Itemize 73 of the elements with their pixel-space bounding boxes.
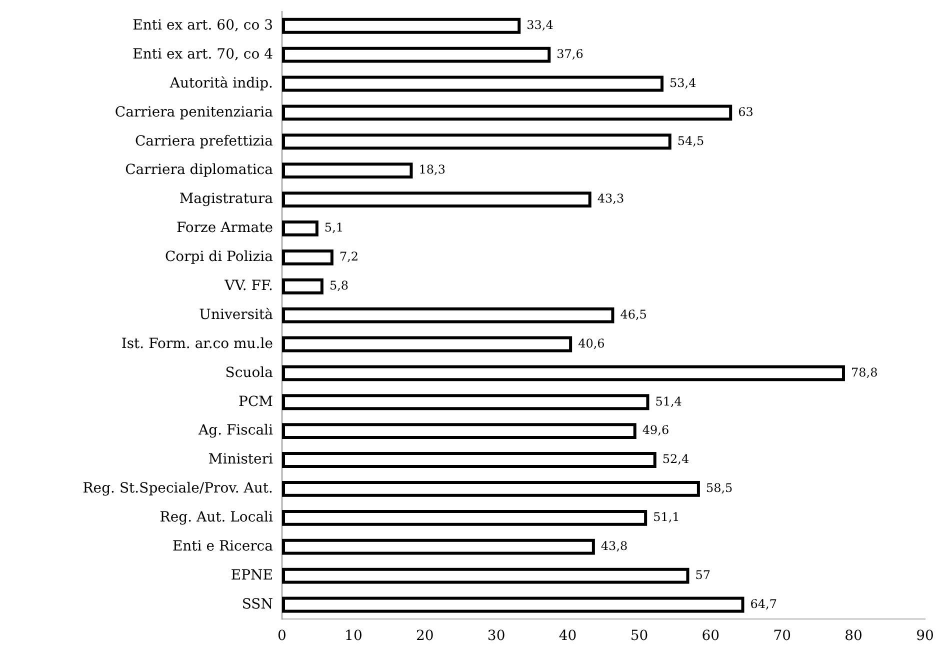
data-label: 54,5 — [677, 134, 704, 148]
y-tick-label: Corpi di Polizia — [164, 249, 273, 266]
x-tick-label: 90 — [916, 628, 934, 644]
data-label: 40,6 — [578, 336, 605, 350]
x-tick-label: 60 — [702, 628, 720, 644]
data-label: 64,7 — [750, 596, 777, 611]
bar — [282, 481, 700, 497]
data-label: 33,4 — [526, 18, 554, 32]
bar — [282, 510, 648, 526]
y-tick-label: Magistratura — [179, 191, 273, 208]
y-tick-label: SSN — [242, 596, 273, 612]
bar — [282, 365, 845, 382]
bar — [282, 336, 572, 352]
data-label: 63 — [738, 104, 754, 119]
bar — [282, 162, 413, 179]
y-tick-label: Carriera penitenziaria — [114, 104, 273, 120]
y-tick-label: PCM — [238, 394, 273, 410]
bar — [282, 596, 744, 613]
y-tick-label: Carriera prefettizia — [134, 133, 273, 150]
data-label: 37,6 — [556, 46, 584, 61]
bar — [282, 423, 636, 440]
data-label: 78,8 — [850, 365, 878, 380]
y-tick-label: Reg. St.Speciale/Prov. Aut. — [82, 480, 273, 497]
y-tick-label: VV. FF. — [224, 278, 273, 294]
bar — [282, 220, 318, 236]
bar — [282, 452, 656, 468]
x-tick-label: 10 — [344, 628, 362, 644]
data-label: 51,4 — [655, 394, 682, 408]
y-tick-label: Reg. Aut. Locali — [160, 510, 274, 526]
x-tick-label: 40 — [558, 628, 577, 644]
y-tick-label: Enti ex art. 60, co 3 — [132, 18, 273, 34]
y-tick-label: Scuola — [225, 364, 273, 381]
x-tick-label: 50 — [630, 628, 648, 644]
data-label: 49,6 — [642, 423, 670, 438]
x-tick-label: 30 — [487, 628, 506, 644]
bar — [282, 307, 614, 324]
x-tick-label: 0 — [278, 628, 286, 644]
data-label: 5,8 — [329, 278, 349, 292]
x-tick-label: 80 — [844, 628, 862, 644]
bar — [282, 104, 732, 121]
data-label: 46,5 — [620, 307, 647, 322]
data-label: 5,1 — [324, 220, 344, 235]
y-tick-label: Ministeri — [208, 452, 274, 468]
data-label: 43,8 — [600, 538, 628, 553]
y-tick-label: EPNE — [230, 567, 273, 584]
bar — [282, 134, 672, 150]
bar — [282, 538, 595, 555]
data-label: 51,1 — [653, 510, 680, 524]
bar — [282, 278, 324, 294]
data-label: 53,4 — [670, 76, 697, 90]
y-tick-label: Enti e Ricerca — [172, 538, 273, 554]
bar — [282, 568, 690, 584]
data-label: 52,4 — [662, 452, 690, 466]
data-label: 18,3 — [418, 162, 446, 177]
y-tick-label: Enti ex art. 70, co 4 — [132, 46, 274, 62]
data-label: 7,2 — [339, 250, 359, 264]
bar — [282, 249, 334, 266]
bar — [282, 18, 521, 34]
y-tick-label: Carriera diplomatica — [125, 162, 273, 178]
bar — [282, 46, 551, 63]
y-tick-label: Autorità indip. — [168, 75, 273, 92]
y-tick-label: Ist. Form. ar.co mu.le — [121, 336, 273, 352]
y-tick-label: Forze Armate — [176, 220, 273, 236]
bar — [282, 76, 664, 92]
data-label: 43,3 — [597, 192, 624, 206]
y-tick-label: Università — [199, 306, 273, 323]
x-tick-label: 70 — [773, 628, 792, 644]
bar — [282, 394, 650, 410]
x-tick-label: 20 — [416, 628, 434, 644]
y-tick-label: Ag. Fiscali — [198, 422, 274, 439]
data-label: 57 — [695, 568, 711, 582]
data-label: 58,5 — [706, 481, 733, 496]
bar — [282, 192, 592, 208]
